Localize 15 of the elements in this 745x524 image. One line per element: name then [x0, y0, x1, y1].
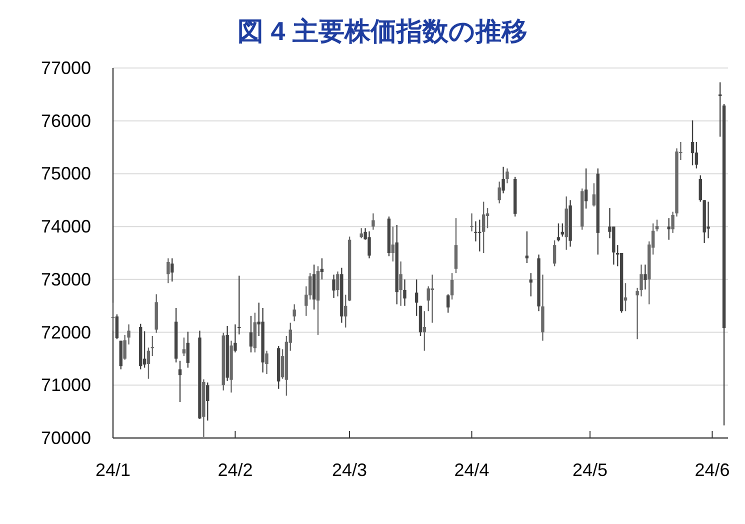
chart-title: 図 4 主要株価指数の推移 — [238, 16, 528, 46]
y-tick-label: 70000 — [40, 428, 91, 448]
y-tick-label: 76000 — [40, 110, 91, 131]
x-tick-label: 24/6 — [694, 460, 730, 480]
x-tick-label: 24/2 — [218, 460, 253, 480]
y-tick-label: 74000 — [40, 216, 91, 237]
y-tick-label: 73000 — [40, 269, 91, 290]
y-tick-label: 75000 — [40, 164, 91, 184]
x-tick-label: 24/3 — [332, 460, 368, 480]
y-tick-label: 77000 — [40, 58, 91, 78]
x-tick-label: 24/4 — [454, 460, 490, 480]
x-tick-label: 24/1 — [95, 460, 131, 480]
x-tick-label: 24/5 — [572, 460, 608, 480]
y-tick-label: 72000 — [40, 322, 91, 342]
y-tick-label: 71000 — [40, 375, 91, 396]
